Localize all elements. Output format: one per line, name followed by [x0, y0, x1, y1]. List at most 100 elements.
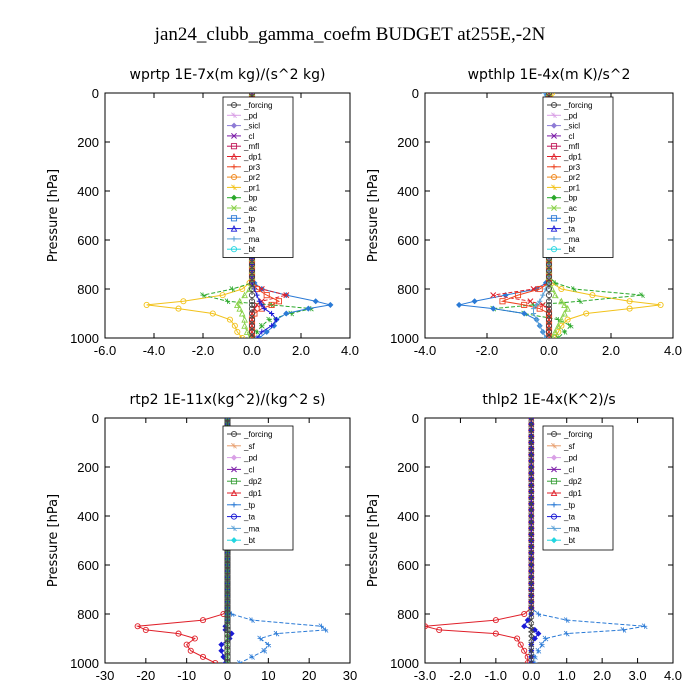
y-tick-label: 400 [397, 509, 419, 524]
y-axis-label: Pressure [hPa] [366, 494, 381, 587]
legend-label: _forcing [563, 430, 592, 439]
legend-label: _ta [563, 225, 576, 234]
y-tick-label: 0 [412, 86, 419, 101]
data-point_pr1 [564, 316, 571, 323]
data-point_pr3 [275, 298, 283, 305]
legend-label: _sf [563, 442, 575, 451]
y-tick-label: 800 [397, 607, 419, 622]
legend-marker [550, 174, 558, 181]
data-point_forcing [528, 506, 535, 513]
y-axis-label: Pressure [hPa] [366, 169, 381, 262]
data-point_ma [537, 323, 543, 329]
data-point_forcing [224, 647, 231, 654]
legend-label: _cl [563, 132, 574, 141]
data-point_tp [273, 630, 280, 637]
data-point_forcing [528, 531, 535, 538]
data-point_forcing [528, 586, 535, 593]
data-point_tp [322, 627, 329, 633]
data-point_pr1 [558, 285, 565, 293]
data-point_bp [254, 328, 260, 335]
data-point_tp [641, 623, 648, 630]
legend-label: _pr1 [243, 183, 261, 192]
data-point_forcing [545, 322, 553, 329]
data-point_bp [266, 316, 273, 323]
data-point_tp [265, 641, 272, 648]
data-point_dp1 [492, 630, 499, 637]
legend-label: _sf [243, 442, 255, 451]
data-point_pr1 [657, 301, 664, 308]
data-point_ta [218, 641, 225, 648]
plot-frame [104, 92, 351, 339]
x-tick-label: 30 [343, 668, 357, 683]
legend-marker [231, 442, 237, 449]
x-tick-label: -4.0 [414, 343, 436, 358]
data-point_forcing [545, 279, 553, 286]
data-point_forcing [224, 580, 231, 587]
data-point_forcing [248, 298, 256, 305]
data-point_pr1 [626, 298, 633, 305]
x-tick-label: 10 [261, 668, 275, 683]
data-point_forcing [545, 273, 553, 280]
data-point_ta [535, 630, 542, 637]
data-point_bp [577, 298, 583, 305]
data-point_ta [218, 647, 225, 654]
data-point_forcing [528, 611, 535, 617]
data-point_forcing [528, 604, 535, 611]
legend-marker [230, 101, 238, 109]
legend-marker [550, 194, 558, 201]
legend-marker [551, 132, 557, 139]
x-tick-label: 4.0 [664, 343, 682, 358]
legend-marker [550, 513, 558, 520]
data-point_forcing [224, 568, 231, 575]
data-point_tp [283, 310, 290, 317]
data-point_bp [561, 328, 568, 335]
legend-label: _pd [243, 454, 257, 463]
data-point_forcing [528, 470, 535, 477]
data-point_ac [548, 285, 556, 293]
legend-label: _pd [563, 111, 577, 120]
data-point_pr3 [521, 301, 528, 308]
data-point_dp1 [514, 635, 521, 642]
legend-marker [551, 466, 557, 473]
data-point_forcing [528, 513, 535, 519]
data-point_pr1 [231, 322, 238, 329]
data-point_forcing [528, 641, 535, 648]
data-point_forcing [224, 592, 231, 599]
legend-label: _tp [243, 214, 256, 223]
data-point_forcing [545, 310, 553, 317]
data-point_dp2 [224, 418, 231, 421]
x-tick-label: -10 [177, 668, 196, 683]
data-point_pr1 [226, 316, 233, 323]
data-point_tp [535, 647, 542, 654]
legend-marker [231, 164, 237, 170]
x-tick-label: 3.0 [629, 668, 647, 683]
y-tick-label: 1000 [390, 656, 419, 671]
data-point_forcing [528, 580, 535, 587]
data-point_dp1 [521, 610, 528, 618]
data-point_ac [561, 301, 568, 308]
y-tick-label: 400 [77, 184, 99, 199]
data-point_pr3 [536, 285, 543, 293]
data-point_forcing [248, 261, 256, 268]
y-tick-label: 600 [397, 233, 419, 248]
data-point_ac [241, 322, 248, 329]
data-point_ma [530, 310, 537, 317]
data-point_dp1 [492, 617, 499, 624]
data-point_forcing [248, 267, 256, 274]
y-tick-label: 1000 [70, 331, 99, 346]
data-point_forcing [528, 482, 535, 489]
legend-marker [230, 246, 238, 253]
data-point_tp [261, 647, 268, 654]
data-point_dp1 [490, 292, 497, 299]
data-point_ma [540, 329, 546, 335]
legend-label: _forcing [243, 101, 272, 110]
data-point_ta [254, 335, 260, 338]
data-point_ac [551, 291, 559, 299]
data-point_forcing [528, 418, 535, 421]
data-point_ac [564, 304, 571, 312]
data-point_forcing [528, 635, 535, 642]
y-tick-label: 800 [397, 282, 419, 297]
legend-label: _ma [563, 524, 580, 533]
legend-label: _tp [563, 501, 576, 510]
data-point_forcing [248, 316, 256, 323]
